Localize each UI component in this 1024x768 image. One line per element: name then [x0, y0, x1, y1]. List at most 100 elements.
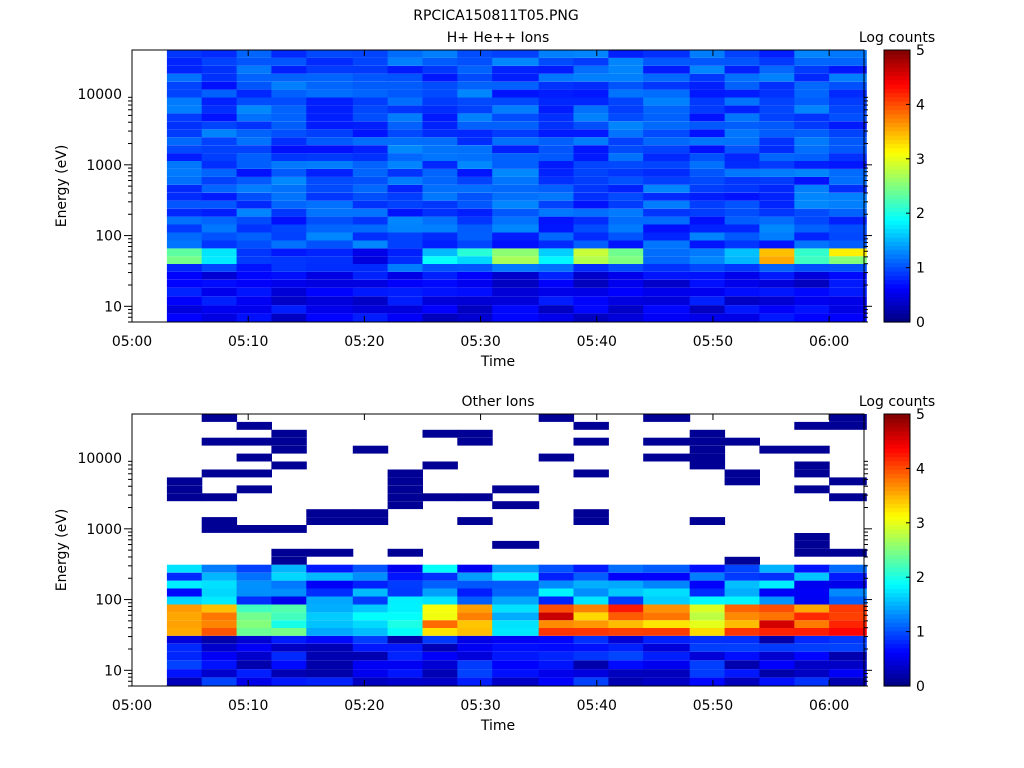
colorbar-segment: [884, 677, 910, 683]
heatmap-cell: [236, 240, 272, 249]
heatmap-cell: [387, 588, 423, 597]
heatmap-cell: [201, 635, 238, 644]
heatmap-cell: [457, 588, 493, 597]
heatmap-cell: [236, 105, 272, 114]
colorbar-segment: [884, 258, 910, 264]
heatmap-cell: [387, 161, 423, 169]
heatmap-cell: [457, 580, 493, 589]
heatmap-cell: [573, 677, 609, 686]
colorbar-segment: [884, 541, 910, 547]
heatmap-cell: [201, 89, 238, 98]
heatmap-cell: [538, 564, 575, 573]
x-tick-label: 05:40: [577, 334, 617, 350]
heatmap-cell: [306, 73, 354, 82]
heatmap-cell: [794, 169, 830, 177]
heatmap-cell: [387, 580, 423, 589]
heatmap-cell: [829, 572, 867, 581]
heatmap-cell: [538, 224, 575, 233]
heatmap-cell: [387, 677, 423, 686]
heatmap-cell: [306, 216, 354, 225]
heatmap-cell: [457, 65, 493, 74]
heatmap-cell: [573, 161, 609, 169]
heatmap-cell: [306, 121, 354, 130]
heatmap-cell: [352, 305, 389, 314]
heatmap-cell: [166, 137, 203, 146]
heatmap-cell: [829, 669, 867, 678]
heatmap-cell: [689, 517, 726, 525]
heatmap-cell: [422, 121, 458, 130]
heatmap-cell: [492, 81, 540, 90]
heatmap-cell: [166, 271, 203, 280]
heatmap-cell: [538, 169, 575, 177]
heatmap-cell: [306, 264, 354, 272]
heatmap-cell: [457, 635, 493, 644]
colorbar-tick-label: 4: [916, 461, 925, 477]
heatmap-cell: [271, 279, 307, 288]
heatmap-cell: [538, 604, 575, 613]
heatmap-cell: [608, 113, 644, 122]
heatmap-cell: [387, 248, 423, 257]
heatmap-cell: [201, 176, 238, 185]
heatmap-cell: [236, 635, 272, 644]
heatmap-cell: [724, 184, 760, 193]
colorbar-segment: [884, 84, 910, 89]
heatmap-cell: [457, 612, 493, 621]
heatmap-cell: [201, 216, 238, 225]
heatmap-cell: [166, 232, 203, 241]
heatmap-cell: [236, 313, 272, 322]
heatmap-cell: [387, 296, 423, 306]
heatmap-cell: [166, 313, 203, 322]
colorbar-segment: [884, 152, 910, 157]
heatmap-cell: [492, 200, 540, 209]
heatmap-cell: [829, 121, 867, 130]
heatmap-cell: [829, 660, 867, 670]
heatmap-cell: [689, 604, 726, 613]
heatmap-cell: [759, 588, 795, 597]
heatmap-cell: [724, 677, 760, 686]
heatmap-cell: [201, 588, 238, 597]
panel-title: Other Ions: [461, 394, 534, 410]
colorbar-segment: [884, 622, 910, 628]
heatmap-cell: [492, 129, 540, 138]
heatmap-cell: [422, 248, 458, 257]
heatmap-cell: [689, 240, 726, 249]
heatmap-cell: [759, 184, 795, 193]
heatmap-cell: [271, 651, 307, 661]
heatmap-cell: [794, 89, 830, 98]
heatmap-cell: [573, 287, 609, 297]
colorbar-tick-label: 0: [916, 315, 925, 331]
heatmap-cell: [492, 105, 540, 114]
colorbar-segment: [884, 147, 910, 153]
heatmap-cell: [608, 81, 644, 90]
x-tick-label: 05:50: [693, 334, 733, 350]
heatmap-cell: [306, 184, 354, 193]
heatmap-cell: [236, 437, 272, 446]
heatmap-cell: [829, 192, 867, 201]
heatmap-cell: [271, 192, 307, 201]
heatmap-cell: [573, 421, 609, 430]
heatmap-cell: [387, 81, 423, 90]
heatmap-cell: [201, 81, 238, 90]
y-tick-label: 10000: [77, 87, 122, 103]
heatmap-cell: [608, 628, 644, 636]
colorbar-segment: [884, 254, 910, 259]
heatmap-cell: [352, 580, 389, 589]
heatmap-cell: [422, 224, 458, 233]
heatmap-cell: [236, 256, 272, 264]
heatmap-cell: [271, 121, 307, 130]
x-tick-label: 05:20: [344, 334, 384, 350]
heatmap-cell: [166, 572, 203, 581]
heatmap-cell: [573, 50, 609, 58]
colorbar-tick-label: 3: [916, 152, 925, 168]
heatmap-cell: [492, 612, 540, 621]
heatmap-cell: [573, 153, 609, 161]
heatmap-cell: [608, 287, 644, 297]
heatmap-cell: [457, 437, 493, 446]
heatmap-cell: [608, 264, 644, 272]
heatmap-cell: [794, 305, 830, 314]
heatmap-cell: [387, 176, 423, 185]
heatmap-cell: [236, 296, 272, 306]
y-tick-label: 1000: [86, 158, 122, 174]
heatmap-cell: [422, 628, 458, 636]
heatmap-cell: [457, 517, 493, 525]
